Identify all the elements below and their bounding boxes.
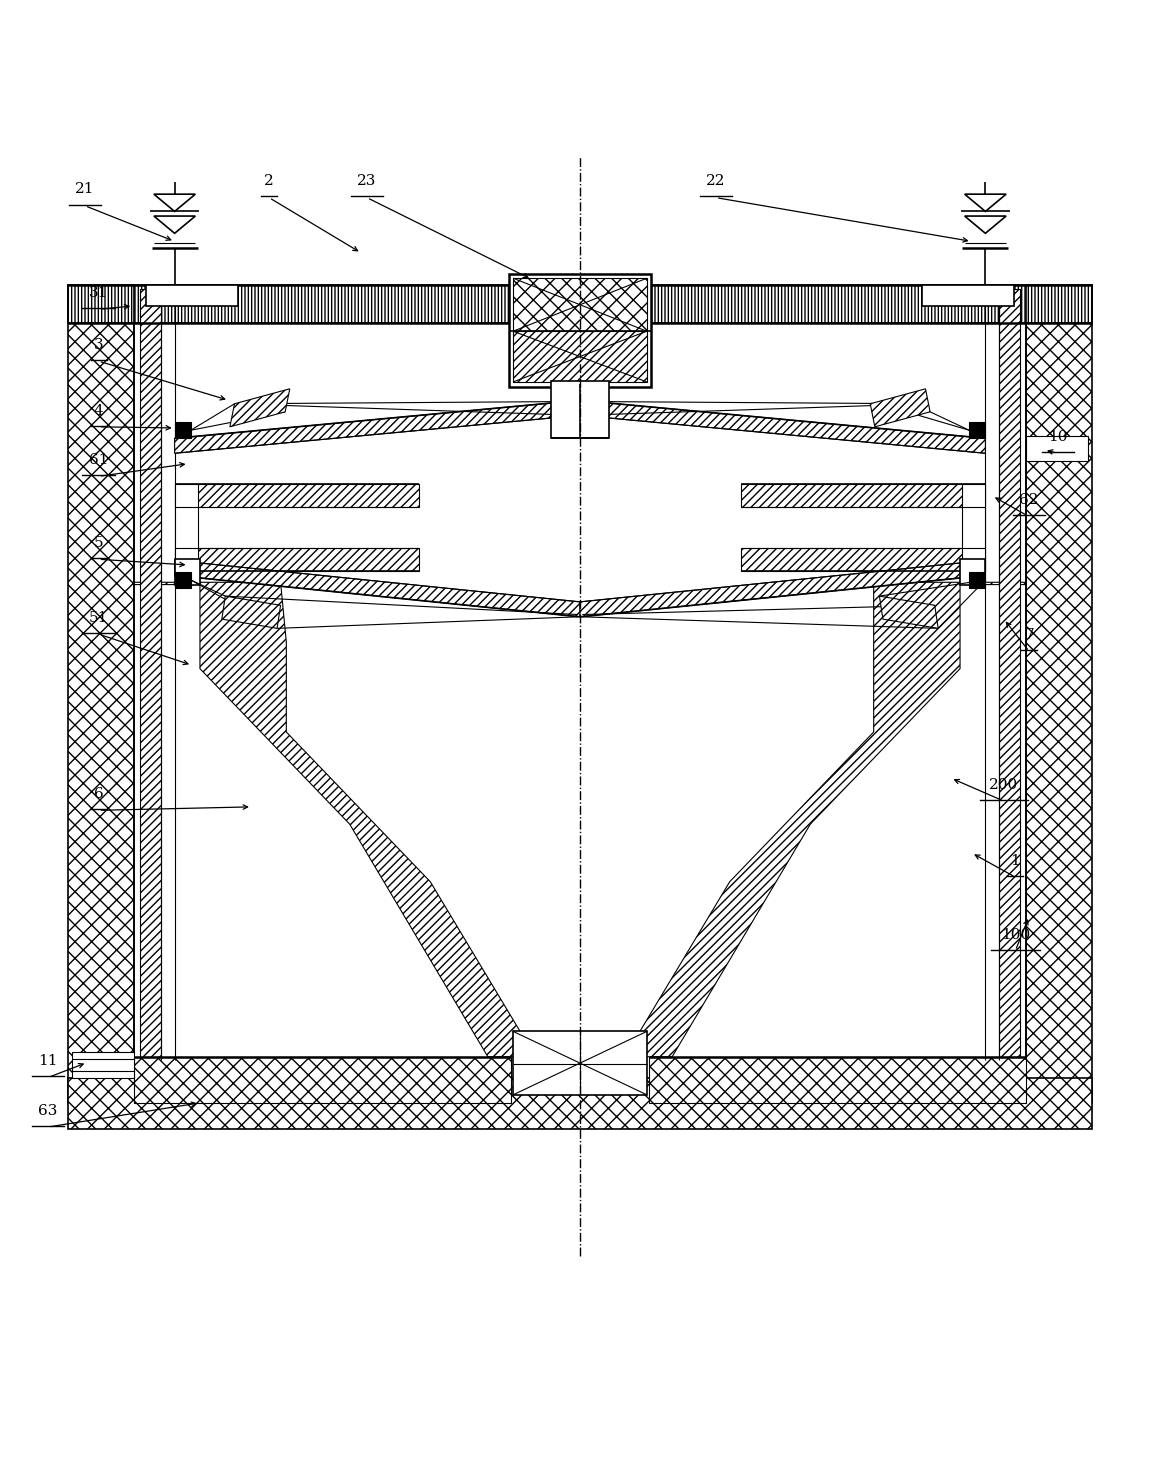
- Polygon shape: [617, 583, 1025, 1057]
- Text: 1: 1: [1010, 854, 1020, 868]
- Polygon shape: [965, 195, 1006, 211]
- Text: 2: 2: [264, 174, 274, 189]
- Polygon shape: [175, 561, 580, 616]
- Bar: [999, 288, 1020, 1057]
- Bar: [175, 572, 190, 589]
- Bar: [175, 422, 190, 438]
- Bar: [67, 285, 135, 1102]
- Polygon shape: [879, 596, 938, 628]
- Bar: [551, 381, 609, 438]
- Bar: [72, 1053, 135, 1078]
- Bar: [741, 485, 985, 508]
- Polygon shape: [580, 400, 985, 454]
- Bar: [508, 274, 652, 386]
- Bar: [175, 548, 419, 571]
- Text: 200: 200: [989, 777, 1018, 792]
- Bar: [135, 1057, 510, 1102]
- Polygon shape: [175, 400, 580, 454]
- Text: 63: 63: [38, 1104, 58, 1118]
- Text: 6: 6: [94, 788, 103, 801]
- Bar: [513, 278, 647, 331]
- Bar: [741, 548, 985, 571]
- Text: 21: 21: [75, 183, 94, 196]
- Text: 10: 10: [1049, 430, 1067, 444]
- Polygon shape: [154, 195, 195, 211]
- Bar: [175, 485, 197, 571]
- Bar: [146, 285, 238, 306]
- Bar: [175, 559, 200, 584]
- Text: 4: 4: [94, 404, 103, 417]
- Text: 11: 11: [38, 1054, 58, 1069]
- Polygon shape: [135, 583, 543, 1057]
- Bar: [513, 1032, 647, 1095]
- Bar: [922, 285, 1014, 306]
- Text: 61: 61: [89, 454, 108, 467]
- Text: 51: 51: [89, 610, 108, 625]
- Polygon shape: [965, 217, 1006, 233]
- Bar: [970, 422, 985, 438]
- Polygon shape: [154, 217, 195, 233]
- Bar: [1025, 436, 1088, 461]
- Bar: [513, 331, 647, 382]
- Bar: [963, 485, 985, 571]
- Text: 100: 100: [1001, 928, 1030, 941]
- Text: 3: 3: [94, 338, 103, 351]
- Bar: [970, 572, 985, 589]
- Text: 31: 31: [89, 285, 108, 300]
- Text: 7: 7: [1024, 628, 1034, 643]
- Polygon shape: [870, 389, 930, 427]
- Text: 23: 23: [357, 174, 377, 189]
- Bar: [1025, 285, 1093, 1102]
- Text: 5: 5: [94, 536, 103, 550]
- Text: 22: 22: [706, 174, 726, 189]
- Bar: [67, 285, 1093, 324]
- Bar: [960, 559, 985, 584]
- Bar: [175, 485, 419, 508]
- Polygon shape: [580, 561, 985, 616]
- Polygon shape: [222, 596, 281, 628]
- Text: 62: 62: [1020, 493, 1039, 508]
- Bar: [140, 288, 161, 1057]
- Bar: [67, 1078, 1093, 1129]
- Bar: [650, 1057, 1025, 1102]
- Polygon shape: [230, 389, 290, 427]
